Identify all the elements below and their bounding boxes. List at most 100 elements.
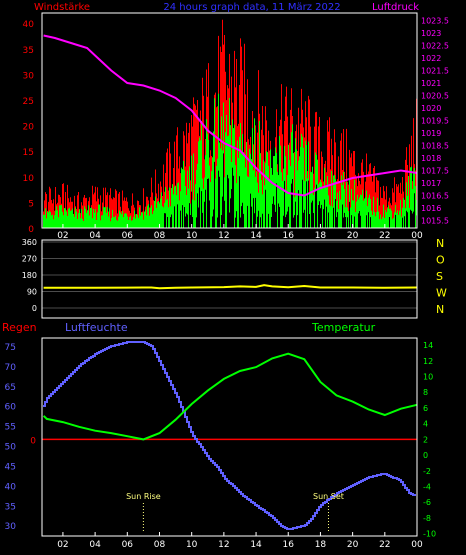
wind-tick-label: 10: [23, 174, 35, 184]
weather-x-tick-label: 08: [154, 540, 166, 550]
pressure-axis-title: Luftdruck: [372, 2, 419, 13]
humidity-tick-label: 65: [5, 383, 16, 393]
temperature-tick-label: -6: [423, 498, 431, 507]
pressure-tick-label: 1021.5: [421, 67, 449, 76]
pressure-tick-label: 1017: [421, 179, 441, 188]
pressure-tick-label: 1021: [421, 79, 441, 88]
pressure-tick-label: 1015.5: [421, 217, 449, 226]
humidity-tick-label: 75: [5, 343, 16, 353]
wind-tick-label: 15: [23, 148, 34, 158]
direction-compass-label: S: [436, 270, 443, 283]
humidity-tick-label: 30: [5, 522, 17, 532]
pressure-tick-label: 1023: [421, 29, 441, 38]
weather-panel-frame: [41, 337, 418, 537]
temperature-axis-title: Temperatur: [311, 321, 376, 334]
wind-x-tick-label: 12: [218, 231, 229, 241]
temperature-tick-label: 6: [423, 404, 428, 413]
weather-x-tick-label: 06: [122, 540, 134, 550]
wind-tick-label: 0: [28, 225, 34, 235]
direction-compass-label: W: [436, 287, 447, 300]
wind-x-tick-label: 14: [250, 231, 262, 241]
humidity-line: [43, 341, 416, 530]
pressure-tick-label: 1020: [421, 104, 441, 113]
pressure-tick-label: 1017.5: [421, 167, 449, 176]
direction-compass-label: N: [436, 303, 444, 316]
weather-layer: 02 04 06 08 10 12 14 16 18 20 22 003035404550556065…: [5, 341, 436, 550]
pressure-tick-label: 1023.5: [421, 17, 449, 26]
temperature-tick-label: 10: [423, 373, 433, 382]
wind-bars: [43, 19, 418, 228]
chart-date-title: 24 hours graph data, 11 März 2022: [163, 2, 340, 13]
wind-x-tick-label: 10: [186, 231, 198, 241]
temperature-tick-label: -4: [423, 483, 431, 492]
temperature-tick-label: 12: [423, 357, 433, 366]
wind-tick-label: 25: [23, 97, 34, 107]
temperature-tick-label: 14: [423, 341, 433, 350]
wind-x-tick-label: 04: [89, 231, 101, 241]
humidity-tick-label: 35: [5, 502, 16, 512]
weather-x-tick-label: 18: [315, 540, 327, 550]
wind-x-tick-label: 00: [411, 231, 423, 241]
direction-tick-label: 360: [22, 238, 37, 247]
wind-tick-label: 35: [23, 46, 34, 56]
wind-direction-line: [43, 284, 418, 290]
sun-marker-label: Sun Rise: [126, 492, 161, 501]
weather-x-tick-label: 00: [411, 540, 423, 550]
humidity-tick-label: 60: [5, 403, 17, 413]
pressure-line: [43, 34, 418, 197]
wind-axis-title: Windstärke: [34, 2, 90, 13]
sun-marker-label: Sun Set: [313, 492, 344, 501]
humidity-tick-label: 70: [5, 363, 17, 373]
temperature-tick-label: 2: [423, 435, 428, 444]
direction-tick-label: 180: [22, 271, 37, 280]
direction-tick-label: 270: [22, 255, 37, 264]
rain-tick-label: 0: [30, 436, 36, 446]
wind-tick-label: 5: [28, 199, 34, 209]
rain-axis-title: Regen: [2, 321, 37, 334]
pressure-tick-label: 1022.5: [421, 42, 449, 51]
direction-tick-label: 90: [27, 288, 37, 297]
wind-x-tick-label: 18: [315, 231, 327, 241]
pressure-tick-label: 1019: [421, 129, 441, 138]
wind-tick-label: 20: [23, 123, 35, 133]
wind-x-tick-label: 16: [283, 231, 295, 241]
weather-x-tick-label: 02: [57, 540, 68, 550]
direction-compass-label: N: [436, 237, 444, 250]
direction-compass-label: O: [436, 254, 445, 267]
temperature-tick-label: -10: [423, 530, 436, 539]
temperature-tick-label: 4: [423, 420, 428, 429]
temperature-tick-label: 8: [423, 388, 428, 397]
pressure-tick-label: 1016.5: [421, 192, 449, 201]
temperature-tick-label: -2: [423, 467, 431, 476]
pressure-tick-label: 1019.5: [421, 117, 449, 126]
weather-x-tick-label: 10: [186, 540, 198, 550]
wind-tick-label: 40: [23, 20, 35, 30]
wind-axes: 05101520253035401015.510161016.510171017…: [23, 17, 449, 242]
direction-tick-label: 0: [32, 304, 37, 313]
wind-panel-frame: [41, 12, 418, 229]
weather-x-tick-label: 22: [379, 540, 390, 550]
direction-panel-frame: [41, 239, 418, 319]
humidity-axis-title: Luftfeuchte: [65, 321, 128, 334]
wind-x-tick-label: 06: [122, 231, 134, 241]
weather-x-tick-label: 12: [218, 540, 229, 550]
pressure-tick-label: 1018.5: [421, 142, 449, 151]
humidity-tick-label: 55: [5, 423, 16, 433]
pressure-tick-label: 1016: [421, 204, 441, 213]
pressure-tick-label: 1018: [421, 154, 441, 163]
weather-x-tick-label: 16: [283, 540, 295, 550]
pressure-tick-label: 1022: [421, 54, 441, 63]
direction-layer: 0 N 90 W 180 S 270 O 360 N: [22, 237, 447, 316]
humidity-tick-label: 45: [5, 462, 16, 472]
wind-tick-label: 30: [23, 71, 35, 81]
humidity-tick-label: 50: [5, 443, 17, 453]
weather-x-tick-label: 04: [89, 540, 101, 550]
temperature-tick-label: 0: [423, 451, 428, 460]
weather-x-tick-label: 14: [250, 540, 262, 550]
temperature-line: [42, 352, 418, 441]
temperature-tick-label: -8: [423, 514, 431, 523]
wind-x-tick-label: 20: [347, 231, 359, 241]
pressure-tick-label: 1020.5: [421, 92, 449, 101]
